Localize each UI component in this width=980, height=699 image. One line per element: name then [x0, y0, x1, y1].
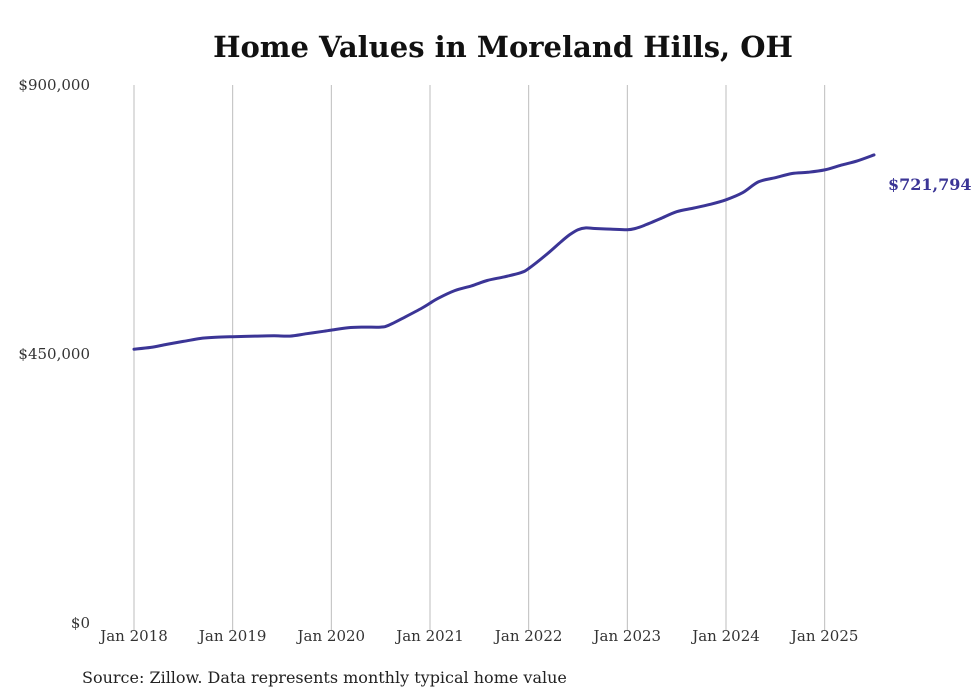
x-tick-label: Jan 2019 — [197, 627, 267, 645]
series-layer — [132, 153, 876, 351]
x-axis-labels: Jan 2018 Jan 2019 Jan 2020 Jan 2021 Jan 2022… — [98, 627, 858, 645]
x-tick-label: Jan 2024 — [690, 627, 760, 645]
x-tick-label: Jan 2021 — [394, 627, 464, 645]
source-note: Source: Zillow. Data represents monthly … — [82, 668, 567, 687]
y-tick-label: $450,000 — [18, 345, 90, 363]
chart-title: Home Values in Moreland Hills, OH — [213, 30, 793, 64]
end-value-label: $721,794 — [888, 175, 972, 194]
y-tick-label: $0 — [71, 614, 90, 632]
gridlines — [133, 85, 826, 631]
x-tick-label: Jan 2025 — [789, 627, 859, 645]
x-tick-label: Jan 2023 — [592, 627, 662, 645]
x-tick-label: Jan 2020 — [296, 627, 366, 645]
y-tick-label: $900,000 — [18, 76, 90, 94]
series-line — [132, 153, 876, 351]
x-tick-label: Jan 2022 — [493, 627, 563, 645]
x-tick-label: Jan 2018 — [98, 627, 168, 645]
y-axis-labels: $0 $450,000 $900,000 — [18, 76, 90, 632]
